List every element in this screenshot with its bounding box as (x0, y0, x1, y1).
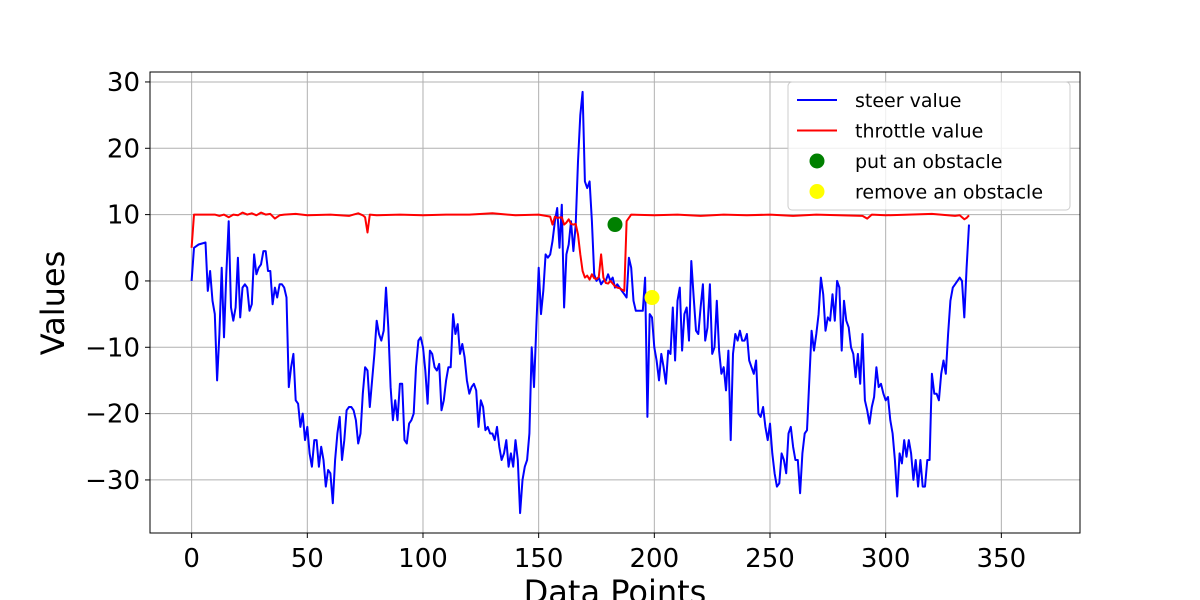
x-tick-label: 200 (630, 544, 680, 574)
series-line-throttle (190, 211, 970, 292)
y-tick-label: 30 (107, 68, 140, 98)
x-tick-label: 350 (977, 544, 1027, 574)
x-tick-label: 150 (514, 544, 564, 574)
x-tick-label: 250 (745, 544, 795, 574)
y-tick-label: −30 (85, 466, 140, 496)
remove-obstacle-marker (644, 290, 660, 306)
legend-swatch-dot (809, 184, 825, 199)
series-line-steer (190, 90, 970, 515)
y-tick-label: −10 (85, 333, 140, 363)
y-tick-label: 20 (107, 134, 140, 164)
legend-label: steer value (855, 90, 961, 112)
legend-label: throttle value (855, 121, 983, 143)
y-axis-label: Values (34, 251, 72, 356)
x-tick-label: 300 (861, 544, 911, 574)
x-axis-label: Data Points (524, 573, 707, 600)
plot-frame (149, 71, 1081, 534)
y-tick-label: 0 (123, 267, 140, 297)
x-tick-label: 100 (398, 544, 448, 574)
legend-box (787, 81, 1071, 211)
legend-swatch-dot (809, 153, 825, 169)
y-tick-label: −20 (85, 400, 140, 430)
put-obstacle-marker (607, 217, 623, 233)
x-tick-label: 50 (291, 544, 324, 574)
series-layer (190, 90, 970, 515)
legend-label: put an obstacle (855, 151, 1002, 173)
y-tick-label: 10 (107, 201, 140, 231)
legend: steer value throttle value put an obstacle… (787, 81, 1071, 211)
legend-label: remove an obstacle (855, 182, 1043, 204)
marker-layer (607, 217, 660, 306)
tick-layer: 0 50 100 150 200 250 300 350 −30 −20 −10 0 10 20 30 (85, 68, 1026, 574)
x-tick-label: 0 (183, 544, 200, 574)
